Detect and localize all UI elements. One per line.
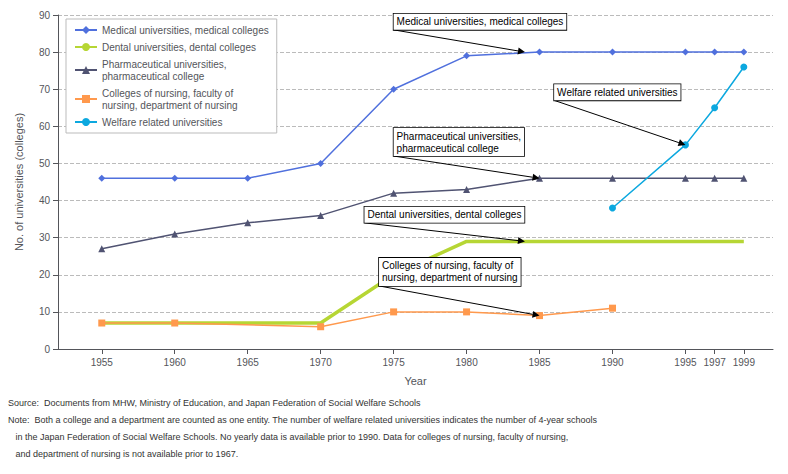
- svg-text:1960: 1960: [164, 357, 187, 368]
- svg-text:Dental universities, dental co: Dental universities, dental colleges: [102, 42, 256, 53]
- svg-text:0: 0: [44, 344, 50, 355]
- svg-text:in the Japan Federation of Soc: in the Japan Federation of Social Welfar…: [8, 432, 568, 442]
- svg-text:80: 80: [39, 47, 51, 58]
- svg-text:90: 90: [39, 10, 51, 21]
- svg-text:1995: 1995: [674, 357, 697, 368]
- svg-text:Source: Documents from MHW, M: Source: Documents from MHW, Ministry of …: [8, 398, 421, 408]
- svg-text:pharmaceutical college: pharmaceutical college: [397, 143, 500, 154]
- svg-text:and department of nursing is n: and department of nursing is not availab…: [8, 449, 238, 459]
- svg-text:Pharmaceutical universities,: Pharmaceutical universities,: [397, 131, 521, 142]
- svg-text:Colleges of nursing, faculty o: Colleges of nursing, faculty of: [382, 260, 513, 271]
- svg-text:20: 20: [39, 269, 51, 280]
- svg-text:1990: 1990: [601, 357, 624, 368]
- svg-text:Note: Both a college and a de: Note: Both a college and a department ar…: [8, 415, 598, 425]
- svg-text:1965: 1965: [237, 357, 260, 368]
- svg-text:Pharmaceutical universities,: Pharmaceutical universities,: [102, 59, 227, 70]
- svg-text:70: 70: [39, 84, 51, 95]
- svg-text:pharmaceutical college: pharmaceutical college: [102, 71, 205, 82]
- svg-text:Welfare related universities: Welfare related universities: [557, 87, 677, 98]
- svg-text:1955: 1955: [91, 357, 114, 368]
- svg-text:1975: 1975: [382, 357, 405, 368]
- svg-text:1985: 1985: [528, 357, 551, 368]
- svg-text:60: 60: [39, 121, 51, 132]
- svg-text:No. of universities (colleges): No. of universities (colleges): [13, 113, 25, 251]
- svg-text:30: 30: [39, 232, 51, 243]
- svg-text:nursing, department of nursing: nursing, department of nursing: [102, 100, 238, 111]
- svg-text:50: 50: [39, 158, 51, 169]
- svg-text:Medical universities, medical: Medical universities, medical colleges: [397, 16, 564, 27]
- svg-text:1997: 1997: [704, 357, 727, 368]
- svg-text:40: 40: [39, 195, 51, 206]
- svg-text:1980: 1980: [455, 357, 478, 368]
- svg-text:10: 10: [39, 306, 51, 317]
- svg-text:Dental universities, dental co: Dental universities, dental colleges: [367, 209, 521, 220]
- svg-text:Welfare related universities: Welfare related universities: [102, 117, 222, 128]
- svg-text:1999: 1999: [733, 357, 756, 368]
- svg-text:Medical universities, medical: Medical universities, medical colleges: [102, 25, 269, 36]
- svg-text:1970: 1970: [310, 357, 333, 368]
- svg-text:Year: Year: [404, 375, 427, 387]
- svg-text:Colleges of nursing, faculty o: Colleges of nursing, faculty of: [102, 88, 233, 99]
- svg-text:nursing, department of nursing: nursing, department of nursing: [382, 272, 518, 283]
